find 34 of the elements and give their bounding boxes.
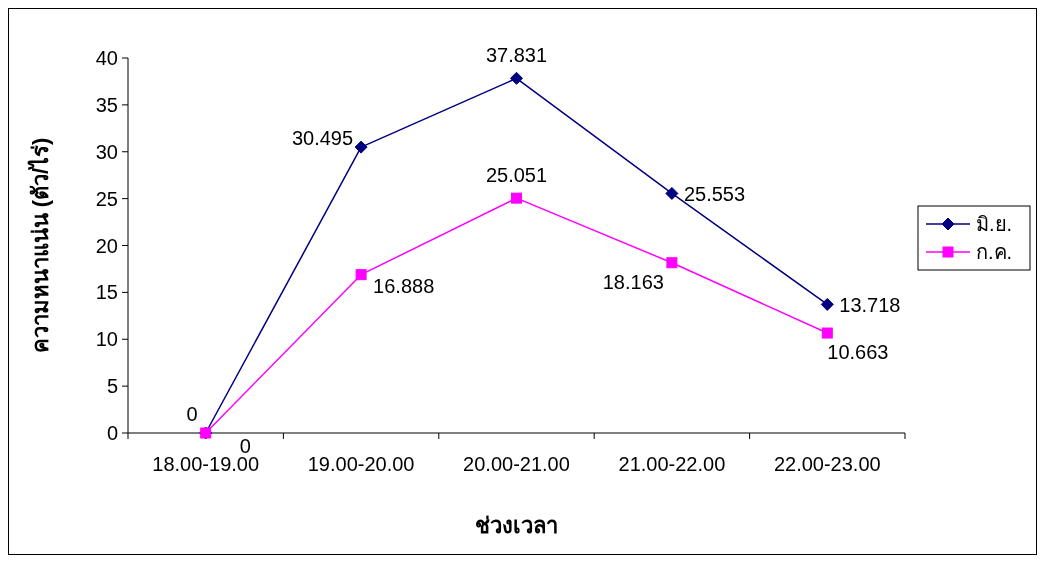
legend-label: มิ.ย. xyxy=(976,213,1013,235)
y-tick-label: 0 xyxy=(106,422,118,444)
y-tick-label: 5 xyxy=(106,375,118,398)
y-axis-title: ความหนาแน่น (ตัว/ไร่) xyxy=(27,137,53,354)
point xyxy=(511,192,522,204)
data-label: 13.718 xyxy=(839,294,901,317)
data-label: 18.163 xyxy=(602,270,664,293)
data-label: 30.495 xyxy=(291,127,354,150)
y-tick-label: 35 xyxy=(95,93,118,116)
y-tick-label: 30 xyxy=(95,140,118,163)
data-label: 0 xyxy=(186,403,198,425)
point xyxy=(665,186,679,200)
data-label: 25.051 xyxy=(485,164,548,187)
y-tick-label: 15 xyxy=(95,281,118,304)
data-label: 25.553 xyxy=(683,183,746,206)
x-axis-title: ช่วงเวลา xyxy=(475,513,558,538)
point xyxy=(821,327,833,339)
point xyxy=(666,257,678,269)
y-tick-label: 25 xyxy=(95,187,118,210)
x-tick-label: 21.00-22.00 xyxy=(618,453,726,475)
legend-label: ก.ค. xyxy=(976,241,1013,263)
x-tick-label: 19.00-20.00 xyxy=(307,453,415,475)
data-label: 37.831 xyxy=(485,44,548,67)
x-tick-label: 22.00-23.00 xyxy=(773,453,881,475)
y-tick-label: 40 xyxy=(95,47,118,69)
y-tick-label: 10 xyxy=(95,328,118,351)
point xyxy=(510,71,523,85)
y-tick-label: 20 xyxy=(95,234,118,257)
point xyxy=(354,140,368,154)
x-tick-label: 20.00-21.00 xyxy=(463,453,570,475)
point xyxy=(355,269,367,281)
point xyxy=(820,297,834,311)
data-label: 10.663 xyxy=(827,341,889,364)
data-label: 16.888 xyxy=(373,274,435,297)
